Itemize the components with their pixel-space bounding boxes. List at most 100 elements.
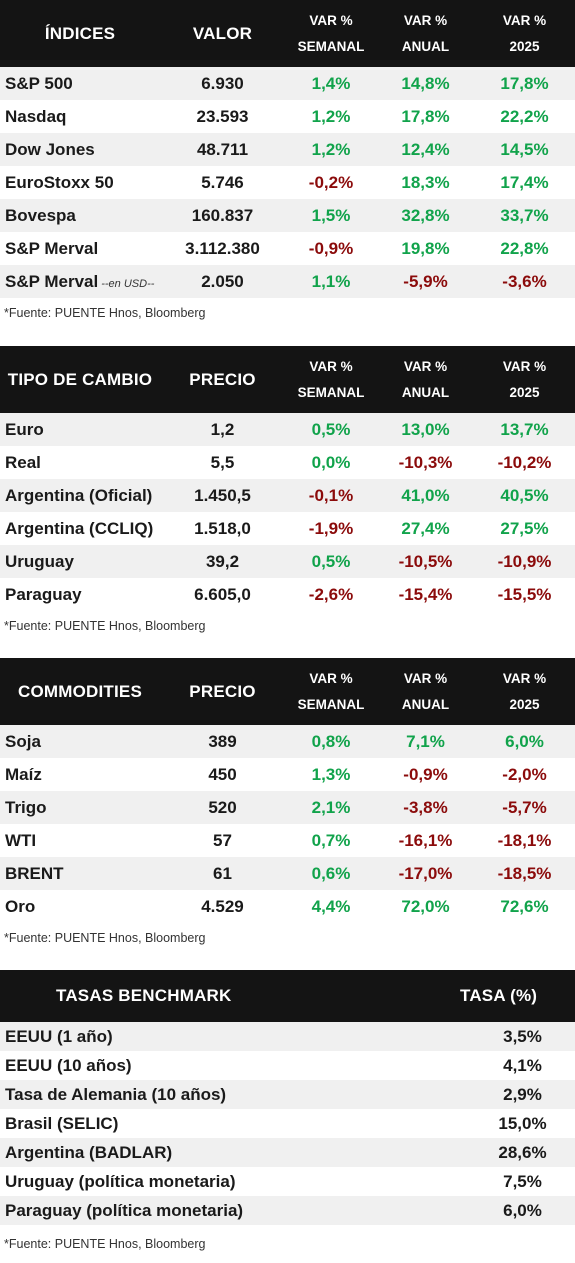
- table-row: Argentina (Oficial) 1.450,5 -0,1% 41,0% 40,5…: [0, 479, 575, 512]
- row-var-ytd: 17,8%: [500, 73, 549, 93]
- row-var-ytd: -5,7%: [502, 797, 547, 817]
- rate-name: Uruguay (política monetaria): [5, 1171, 236, 1191]
- row-value: 4.529: [201, 896, 244, 916]
- rates-body: EEUU (1 año) 3,5% EEUU (10 años) 4,1% Tasa d…: [0, 1022, 575, 1225]
- row-var-weekly: -0,2%: [308, 172, 354, 192]
- header-var-anual: VAR % ANUAL: [401, 12, 450, 54]
- row-var-annual: 32,8%: [401, 205, 450, 225]
- rate-name: Brasil (SELIC): [5, 1113, 119, 1133]
- row-name: Real: [5, 452, 41, 472]
- row-var-ytd: 6,0%: [505, 731, 544, 751]
- table-row: Oro 4.529 4,4% 72,0% 72,6%: [0, 890, 575, 923]
- header-tasa: TASA (%): [460, 986, 538, 1005]
- row-value: 1.450,5: [194, 485, 251, 505]
- row-name: S&P Merval --en USD--: [5, 271, 155, 291]
- row-var-weekly: 0,0%: [311, 452, 351, 472]
- table-row: Argentina (BADLAR) 28,6%: [0, 1138, 575, 1167]
- row-var-annual: 17,8%: [401, 106, 450, 126]
- table-row: S&P Merval 3.112.380 -0,9% 19,8% 22,8%: [0, 232, 575, 265]
- row-var-annual: -17,0%: [398, 863, 453, 883]
- row-var-annual: 72,0%: [401, 896, 450, 916]
- table-row: Paraguay (política monetaria) 6,0%: [0, 1196, 575, 1225]
- row-var-weekly: -1,9%: [308, 518, 354, 538]
- rate-value: 2,9%: [503, 1084, 542, 1104]
- fx-header: TIPO DE CAMBIO PRECIO VAR % SEMANAL VAR %…: [0, 346, 575, 413]
- row-value: 389: [208, 731, 237, 751]
- indices-source: *Fuente: PUENTE Hnos, Bloomberg: [4, 306, 206, 320]
- table-row: Real 5,5 0,0% -10,3% -10,2%: [0, 446, 575, 479]
- row-var-weekly: 4,4%: [311, 896, 351, 916]
- row-name: WTI: [5, 830, 37, 850]
- commodities-header: COMMODITIES PRECIO VAR % SEMANAL VAR % ANU…: [0, 658, 575, 725]
- row-var-weekly: 0,8%: [311, 731, 351, 751]
- row-value: 57: [213, 830, 232, 850]
- row-value: 39,2: [205, 551, 240, 571]
- table-row: Uruguay 39,2 0,5% -10,5% -10,9%: [0, 545, 575, 578]
- row-var-annual: 7,1%: [406, 731, 445, 751]
- header-var-2025: VAR % 2025: [502, 670, 547, 712]
- row-var-ytd: -2,0%: [502, 764, 547, 784]
- header-precio: PRECIO: [189, 681, 256, 701]
- row-var-weekly: 1,4%: [311, 73, 351, 93]
- commodities-table: COMMODITIES PRECIO VAR % SEMANAL VAR % ANU…: [0, 658, 575, 953]
- row-value: 23.593: [196, 106, 249, 126]
- row-var-ytd: -10,9%: [497, 551, 552, 571]
- row-var-annual: -16,1%: [398, 830, 453, 850]
- table-row: Trigo 520 2,1% -3,8% -5,7%: [0, 791, 575, 824]
- row-var-annual: 41,0%: [401, 485, 450, 505]
- table-row: Maíz 450 1,3% -0,9% -2,0%: [0, 758, 575, 791]
- row-name: Uruguay: [5, 551, 74, 571]
- row-name: S&P 500: [5, 73, 73, 93]
- currency-note: --en USD--: [101, 277, 155, 290]
- fx-source: *Fuente: PUENTE Hnos, Bloomberg: [4, 619, 206, 633]
- table-row: Brasil (SELIC) 15,0%: [0, 1109, 575, 1138]
- row-var-ytd: -3,6%: [502, 271, 547, 291]
- row-var-weekly: 2,1%: [311, 797, 351, 817]
- row-var-annual: 13,0%: [401, 419, 450, 439]
- row-var-weekly: -0,9%: [308, 238, 354, 258]
- header-var-semanal: VAR % SEMANAL: [297, 670, 365, 712]
- row-name: Nasdaq: [5, 106, 67, 126]
- fx-body: Euro 1,2 0,5% 13,0% 13,7% Real 5,5 0,0% -10,3% -1…: [0, 413, 575, 611]
- row-name: Paraguay: [5, 584, 82, 604]
- table-row: Soja 389 0,8% 7,1% 6,0%: [0, 725, 575, 758]
- header-tipo-de-cambio: TIPO DE CAMBIO: [7, 369, 153, 389]
- table-row: WTI 57 0,7% -16,1% -18,1%: [0, 824, 575, 857]
- row-name: Euro: [5, 419, 44, 439]
- row-name: Soja: [5, 731, 41, 751]
- rates-header: TASAS BENCHMARK TASA (%): [0, 970, 575, 1022]
- row-var-annual: 14,8%: [401, 73, 450, 93]
- rates-source: *Fuente: PUENTE Hnos, Bloomberg: [4, 1237, 206, 1251]
- table-row: Dow Jones 48.711 1,2% 12,4% 14,5%: [0, 133, 575, 166]
- rate-value: 28,6%: [498, 1142, 547, 1162]
- table-row: Tasa de Alemania (10 años) 2,9%: [0, 1080, 575, 1109]
- indices-body: S&P 500 6.930 1,4% 14,8% 17,8% Nasdaq 23.593 1,…: [0, 67, 575, 298]
- header-tasas-benchmark: TASAS BENCHMARK: [56, 986, 232, 1005]
- commodities-source: *Fuente: PUENTE Hnos, Bloomberg: [4, 931, 206, 945]
- row-var-ytd: 33,7%: [500, 205, 549, 225]
- row-var-annual: -3,8%: [403, 797, 448, 817]
- row-var-annual: 18,3%: [401, 172, 450, 192]
- row-value: 5,5: [210, 452, 235, 472]
- row-var-annual: 27,4%: [401, 518, 450, 538]
- rates-table: TASAS BENCHMARK TASA (%) EEUU (1 año) 3,5…: [0, 970, 575, 1259]
- row-var-annual: 12,4%: [401, 139, 450, 159]
- row-var-annual: -5,9%: [403, 271, 448, 291]
- table-row: BRENT 61 0,6% -17,0% -18,5%: [0, 857, 575, 890]
- indices-header: ÍNDICES VALOR VAR % SEMANAL VAR % ANUAL VA…: [0, 0, 575, 67]
- row-name: Trigo: [5, 797, 47, 817]
- row-name: Oro: [5, 896, 36, 916]
- table-row: EEUU (10 años) 4,1%: [0, 1051, 575, 1080]
- rate-value: 7,5%: [503, 1171, 542, 1191]
- row-var-ytd: 13,7%: [500, 419, 549, 439]
- row-name: EuroStoxx 50: [5, 172, 114, 192]
- header-indices: ÍNDICES: [44, 23, 116, 43]
- row-value: 6.930: [201, 73, 244, 93]
- row-var-weekly: 1,3%: [311, 764, 351, 784]
- table-row: Paraguay 6.605,0 -2,6% -15,4% -15,5%: [0, 578, 575, 611]
- table-row: EEUU (1 año) 3,5%: [0, 1022, 575, 1051]
- rate-name: EEUU (1 año): [5, 1026, 113, 1046]
- rate-name: Paraguay (política monetaria): [5, 1200, 244, 1220]
- commodities-body: Soja 389 0,8% 7,1% 6,0% Maíz 450 1,3% -0,9% -2,0%…: [0, 725, 575, 923]
- header-var-2025: VAR % 2025: [502, 358, 547, 400]
